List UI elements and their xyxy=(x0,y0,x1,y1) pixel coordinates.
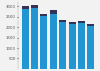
Bar xyxy=(87,24,94,26)
Bar xyxy=(59,22,66,69)
Bar xyxy=(31,5,38,8)
Bar xyxy=(50,10,57,14)
Bar xyxy=(31,8,38,69)
Bar xyxy=(22,9,29,69)
Bar xyxy=(78,23,85,69)
Bar xyxy=(78,21,85,23)
Bar xyxy=(50,14,57,69)
Bar xyxy=(22,6,29,9)
Bar xyxy=(69,22,76,24)
Bar xyxy=(40,14,47,16)
Bar xyxy=(59,20,66,22)
Bar xyxy=(87,26,94,69)
Bar xyxy=(69,24,76,69)
Bar xyxy=(40,16,47,69)
